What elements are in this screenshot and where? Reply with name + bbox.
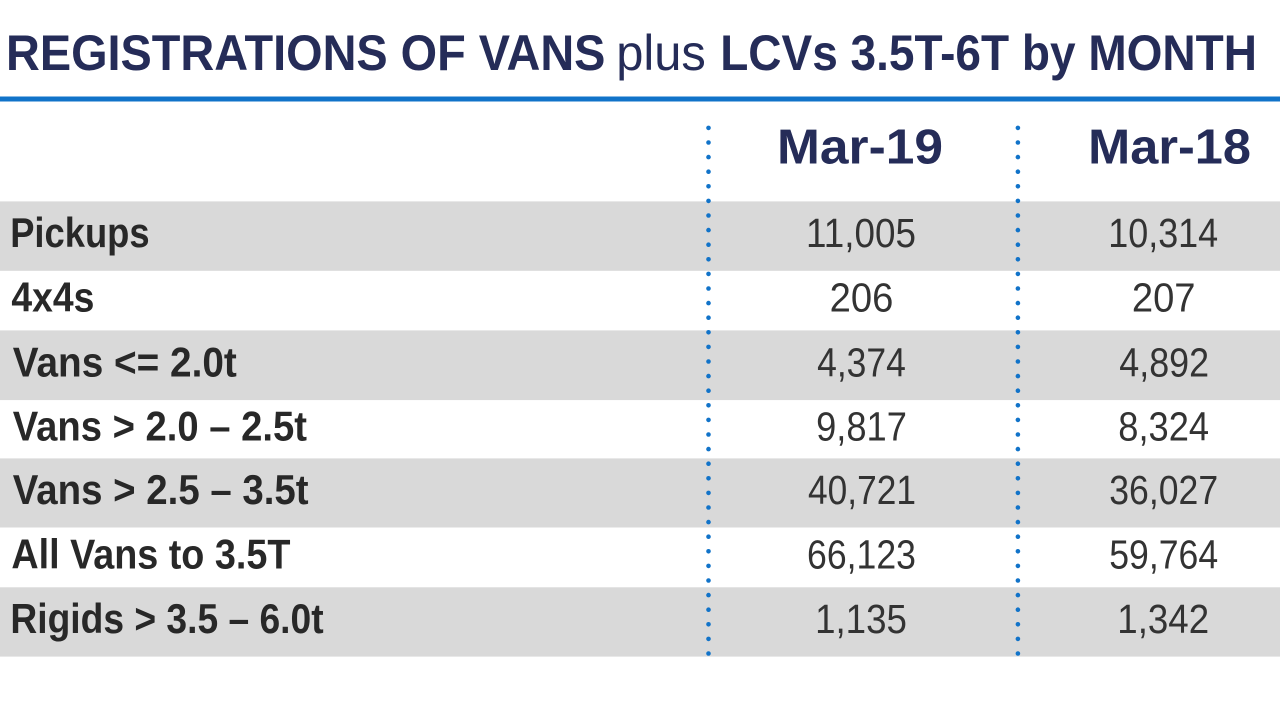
svg-text:Vans > 2.0 – 2.5t: Vans > 2.0 – 2.5t (13, 402, 307, 449)
svg-text:4,374: 4,374 (817, 339, 906, 385)
svg-text:Vans <= 2.0t: Vans <= 2.0t (13, 338, 237, 385)
svg-text:Mar-18: Mar-18 (1088, 119, 1251, 174)
svg-text:1,135: 1,135 (815, 596, 907, 642)
svg-text:10,314: 10,314 (1108, 210, 1218, 256)
svg-text:Pickups: Pickups (10, 209, 149, 256)
svg-text:4x4s: 4x4s (11, 274, 94, 321)
svg-text:REGISTRATIONS OF VANS: REGISTRATIONS OF VANS (6, 25, 605, 81)
svg-text:4,892: 4,892 (1119, 339, 1209, 385)
svg-text:plus: plus (616, 25, 706, 81)
svg-text:66,123: 66,123 (807, 532, 916, 578)
svg-text:8,324: 8,324 (1118, 403, 1209, 449)
svg-text:40,721: 40,721 (808, 467, 916, 513)
svg-text:59,764: 59,764 (1109, 532, 1218, 578)
svg-text:Mar-19: Mar-19 (777, 119, 943, 174)
svg-text:207: 207 (1132, 275, 1196, 321)
svg-text:9,817: 9,817 (816, 403, 907, 449)
svg-text:Rigids > 3.5 – 6.0t: Rigids > 3.5 – 6.0t (10, 595, 323, 642)
svg-text:36,027: 36,027 (1109, 467, 1218, 513)
svg-text:All Vans to 3.5T: All Vans to 3.5T (11, 531, 290, 578)
svg-text:Vans > 2.5 – 3.5t: Vans > 2.5 – 3.5t (13, 466, 309, 513)
svg-text:LCVs 3.5T-6T by MONTH: LCVs 3.5T-6T by MONTH (720, 25, 1257, 81)
svg-text:206: 206 (830, 275, 894, 321)
svg-text:1,342: 1,342 (1117, 596, 1209, 642)
svg-text:11,005: 11,005 (806, 210, 916, 256)
